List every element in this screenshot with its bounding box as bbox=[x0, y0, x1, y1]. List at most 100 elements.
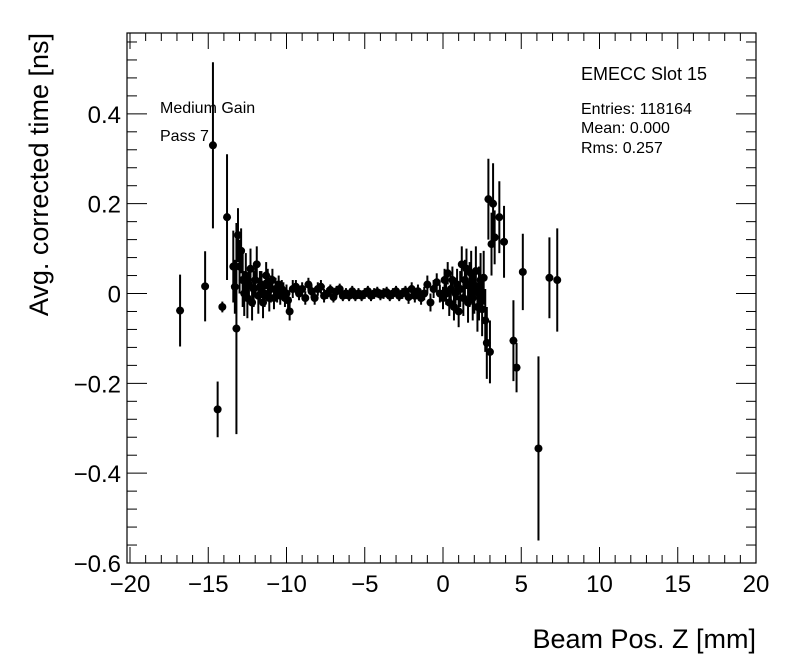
data-point bbox=[298, 282, 307, 296]
data-point bbox=[495, 181, 504, 254]
point-marker bbox=[490, 233, 499, 242]
data-point bbox=[534, 356, 543, 541]
data-point bbox=[176, 274, 185, 347]
data-point bbox=[478, 282, 487, 337]
point-marker bbox=[479, 273, 488, 282]
point-marker bbox=[233, 231, 242, 240]
data-point bbox=[326, 284, 335, 296]
point-marker bbox=[285, 307, 294, 316]
data-point bbox=[201, 251, 210, 322]
point-marker bbox=[218, 302, 227, 311]
stats-entries: Entries: 118164 bbox=[581, 101, 692, 118]
y-tick-labels: −0.6 −0.4 −0.2 0 0.2 0.4 bbox=[74, 102, 121, 578]
point-marker bbox=[495, 213, 504, 222]
point-marker bbox=[246, 264, 255, 273]
point-marker bbox=[429, 285, 438, 294]
data-point bbox=[218, 301, 227, 313]
y-tick-label: 0 bbox=[108, 282, 121, 309]
data-point bbox=[213, 381, 222, 438]
data-point bbox=[454, 295, 463, 328]
point-marker bbox=[481, 316, 490, 325]
point-marker bbox=[230, 282, 239, 291]
data-point bbox=[426, 293, 435, 312]
x-tick-label: 5 bbox=[515, 571, 528, 598]
point-marker bbox=[432, 278, 441, 287]
data-point bbox=[490, 210, 499, 265]
data-point bbox=[482, 306, 491, 379]
point-marker bbox=[301, 294, 310, 302]
x-tick-label: −20 bbox=[110, 571, 151, 598]
y-tick-label: 0.4 bbox=[88, 102, 121, 129]
gain-label: Medium Gain bbox=[160, 100, 255, 117]
point-marker bbox=[176, 306, 185, 315]
data-point bbox=[485, 320, 494, 384]
data-points bbox=[176, 62, 562, 541]
y-tick-label: −0.2 bbox=[74, 371, 121, 398]
pass-label: Pass 7 bbox=[160, 128, 209, 145]
point-marker bbox=[440, 276, 449, 285]
data-point bbox=[237, 228, 246, 274]
point-marker bbox=[423, 280, 432, 289]
point-marker bbox=[401, 287, 410, 296]
point-marker bbox=[553, 276, 562, 285]
plot-frame bbox=[126, 32, 757, 564]
point-marker bbox=[248, 298, 257, 307]
point-marker bbox=[413, 287, 422, 296]
x-tick-label: 0 bbox=[436, 571, 449, 598]
data-point bbox=[512, 342, 521, 393]
data-point bbox=[301, 291, 310, 305]
y-tick-label: 0.2 bbox=[88, 192, 121, 219]
point-marker bbox=[456, 285, 465, 294]
data-point bbox=[432, 273, 441, 292]
data-point bbox=[500, 205, 509, 278]
point-marker bbox=[500, 237, 509, 246]
data-point bbox=[285, 302, 294, 321]
point-marker bbox=[485, 347, 494, 356]
point-marker bbox=[534, 444, 543, 453]
point-marker bbox=[208, 141, 217, 150]
data-point bbox=[545, 237, 554, 319]
axis-ticks bbox=[127, 33, 757, 564]
x-tick-label: 15 bbox=[664, 571, 691, 598]
point-marker bbox=[307, 287, 316, 296]
point-marker bbox=[326, 285, 335, 294]
x-tick-label: 20 bbox=[743, 571, 770, 598]
data-point bbox=[479, 250, 488, 305]
point-marker bbox=[237, 246, 246, 255]
data-point bbox=[232, 222, 241, 435]
point-marker bbox=[518, 267, 527, 276]
x-tick-label: −15 bbox=[188, 571, 229, 598]
x-tick-label: 10 bbox=[586, 571, 613, 598]
data-point bbox=[284, 291, 293, 310]
data-point bbox=[518, 233, 527, 311]
point-marker bbox=[241, 271, 250, 280]
point-marker bbox=[420, 289, 429, 298]
data-point bbox=[223, 154, 232, 281]
point-marker bbox=[478, 305, 487, 314]
x-tick-label: −5 bbox=[351, 571, 378, 598]
point-marker bbox=[407, 285, 416, 294]
y-tick-label: −0.6 bbox=[74, 551, 121, 578]
point-marker bbox=[471, 267, 480, 276]
data-point bbox=[404, 290, 413, 304]
point-marker bbox=[489, 199, 498, 208]
data-point bbox=[241, 253, 250, 298]
point-marker bbox=[482, 338, 491, 347]
stats-title: EMECC Slot 15 bbox=[581, 64, 707, 84]
point-marker bbox=[454, 307, 463, 316]
point-marker bbox=[545, 273, 554, 282]
point-marker bbox=[257, 280, 266, 289]
data-point bbox=[443, 262, 452, 285]
point-marker bbox=[223, 213, 232, 222]
stats-rms: Rms: 0.257 bbox=[581, 140, 663, 157]
point-marker bbox=[304, 280, 313, 289]
point-marker bbox=[443, 269, 452, 278]
point-marker bbox=[404, 293, 413, 302]
data-point bbox=[471, 246, 480, 296]
point-marker bbox=[201, 282, 210, 291]
point-marker bbox=[509, 336, 518, 345]
point-marker bbox=[335, 285, 344, 294]
stats-mean: Mean: 0.000 bbox=[581, 120, 670, 137]
x-tick-label: −10 bbox=[266, 571, 307, 598]
